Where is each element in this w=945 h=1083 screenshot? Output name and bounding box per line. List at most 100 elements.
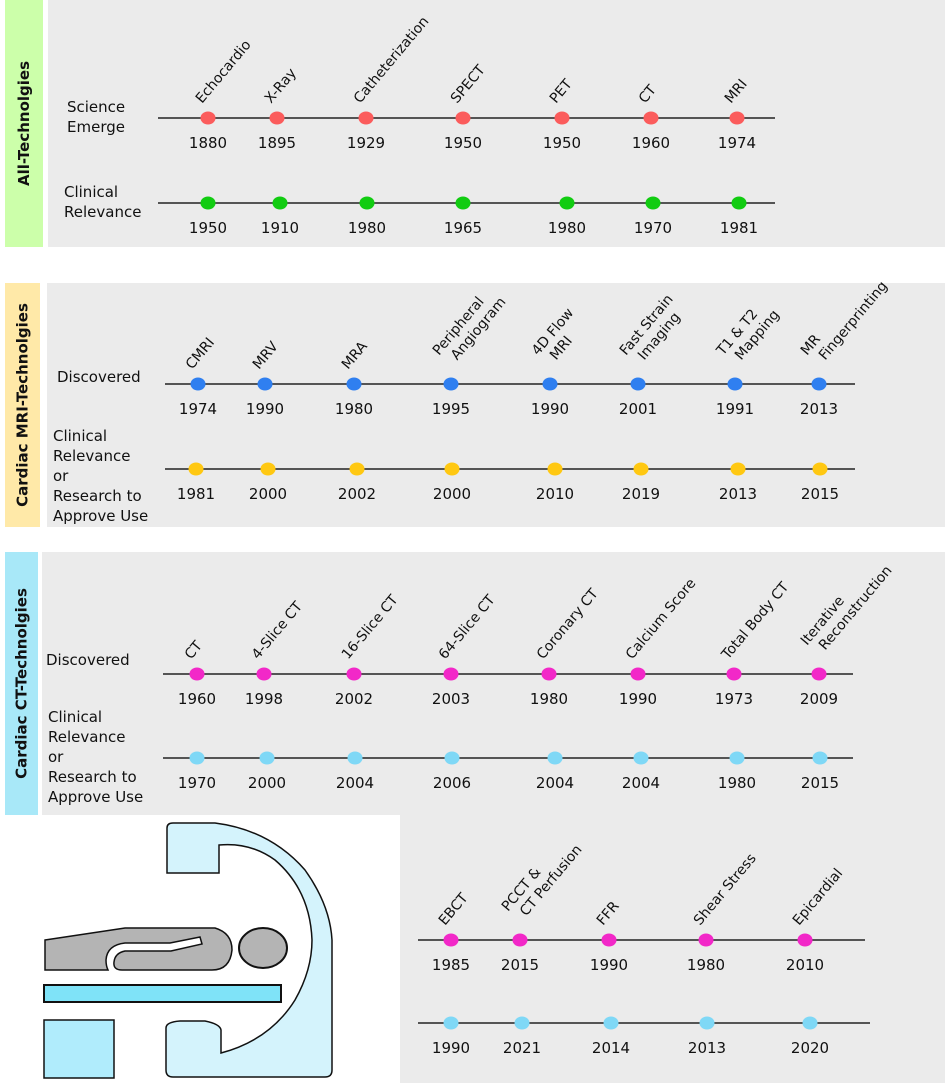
year-label: 2004: [536, 774, 574, 792]
year-label: 1990: [619, 690, 657, 708]
timeline-dot: [812, 751, 828, 765]
year-label: 1980: [348, 219, 386, 237]
panel-background: [400, 815, 945, 1083]
year-label: 1970: [634, 219, 672, 237]
timeline-dot: [729, 751, 745, 765]
timeline-dot: [541, 667, 557, 681]
timeline-dot: [346, 377, 362, 391]
row-label-line: Relevance: [48, 728, 125, 746]
year-label: 2015: [501, 956, 539, 974]
panel-title-box: [5, 0, 43, 247]
timeline-dot: [699, 1016, 715, 1030]
year-label: 2013: [719, 485, 757, 503]
year-label: 2004: [336, 774, 374, 792]
panel-backgrounds: [5, 0, 945, 1083]
row-label-line: Clinical: [64, 183, 118, 201]
year-label: 2015: [801, 774, 839, 792]
year-label: 1950: [444, 134, 482, 152]
year-label: 1970: [178, 774, 216, 792]
year-label: 1974: [718, 134, 756, 152]
timeline-dot: [256, 667, 272, 681]
year-label: 2002: [335, 690, 373, 708]
row-label: Science Emerge: [67, 98, 125, 136]
year-label: 1980: [718, 774, 756, 792]
year-label: 2019: [622, 485, 660, 503]
year-label: 2003: [432, 690, 470, 708]
timeline-dot: [645, 196, 661, 210]
timeline-dot: [726, 667, 742, 681]
row-label-line: or: [48, 748, 64, 766]
year-label: 1950: [543, 134, 581, 152]
timeline-dot: [603, 1016, 619, 1030]
timeline-dot: [455, 196, 471, 210]
timeline-dot: [272, 196, 288, 210]
year-label: 1960: [632, 134, 670, 152]
row-label-line: or: [53, 467, 69, 485]
timeline-dot: [630, 377, 646, 391]
year-label: 2014: [592, 1039, 630, 1057]
scanner-base: [43, 1019, 115, 1079]
year-label: 1895: [258, 134, 296, 152]
year-label: 1981: [177, 485, 215, 503]
row-label-line: Clinical: [53, 427, 107, 445]
year-label: 2010: [786, 956, 824, 974]
year-label: 1998: [245, 690, 283, 708]
timeline-dot: [359, 196, 375, 210]
year-label: 1990: [432, 1039, 470, 1057]
year-label: 2013: [688, 1039, 726, 1057]
timeline-dot: [358, 111, 374, 125]
timeline-dot: [802, 1016, 818, 1030]
timeline-dot: [731, 196, 747, 210]
row-label-line: Discovered: [46, 651, 130, 669]
timeline-dot: [444, 462, 460, 476]
year-label: 2013: [800, 400, 838, 418]
row-label: Clinical Relevance: [64, 183, 141, 221]
year-label: 1974: [179, 400, 217, 418]
year-label: 1973: [715, 690, 753, 708]
timeline-dot: [269, 111, 285, 125]
row-label-line: Approve Use: [48, 788, 143, 806]
timeline-dot: [727, 377, 743, 391]
row-label-line: Clinical: [48, 708, 102, 726]
row-label: Clinical Relevance or Research to Approve Us…: [53, 427, 148, 525]
year-label: 1980: [548, 219, 586, 237]
year-label: 2002: [338, 485, 376, 503]
year-label: 2004: [622, 774, 660, 792]
patient-head: [238, 927, 288, 969]
year-label: 1910: [261, 219, 299, 237]
timeline-dot: [601, 933, 617, 947]
timeline-dot: [729, 111, 745, 125]
timeline-dot: [346, 667, 362, 681]
panel-background: [42, 552, 945, 815]
year-label: 2021: [503, 1039, 541, 1057]
timeline-dot: [643, 111, 659, 125]
year-label: 1960: [178, 690, 216, 708]
row-label-line: Relevance: [53, 447, 130, 465]
timeline-dot: [455, 111, 471, 125]
timeline-dot: [811, 667, 827, 681]
year-label: 1991: [716, 400, 754, 418]
timeline-dot: [554, 111, 570, 125]
timeline-dot: [443, 667, 459, 681]
timeline-dot: [259, 751, 275, 765]
scanner-table: [43, 984, 282, 1003]
timeline-dot: [188, 462, 204, 476]
year-label: 1985: [432, 956, 470, 974]
year-label: 1950: [189, 219, 227, 237]
panel-background: [47, 283, 945, 527]
year-label: 1990: [531, 400, 569, 418]
timeline-dot: [260, 462, 276, 476]
timeline-dot: [347, 751, 363, 765]
timeline-dot: [559, 196, 575, 210]
timeline-dot: [443, 377, 459, 391]
year-label: 1995: [432, 400, 470, 418]
timeline-dot: [189, 667, 205, 681]
year-label: 2010: [536, 485, 574, 503]
row-label: Clinical Relevance or Research to Approve Us…: [48, 708, 143, 806]
year-label: 2015: [801, 485, 839, 503]
timeline-dot: [512, 933, 528, 947]
timeline-dot: [633, 462, 649, 476]
year-label: 1965: [444, 219, 482, 237]
year-label: 2001: [619, 400, 657, 418]
timeline-dot: [547, 751, 563, 765]
